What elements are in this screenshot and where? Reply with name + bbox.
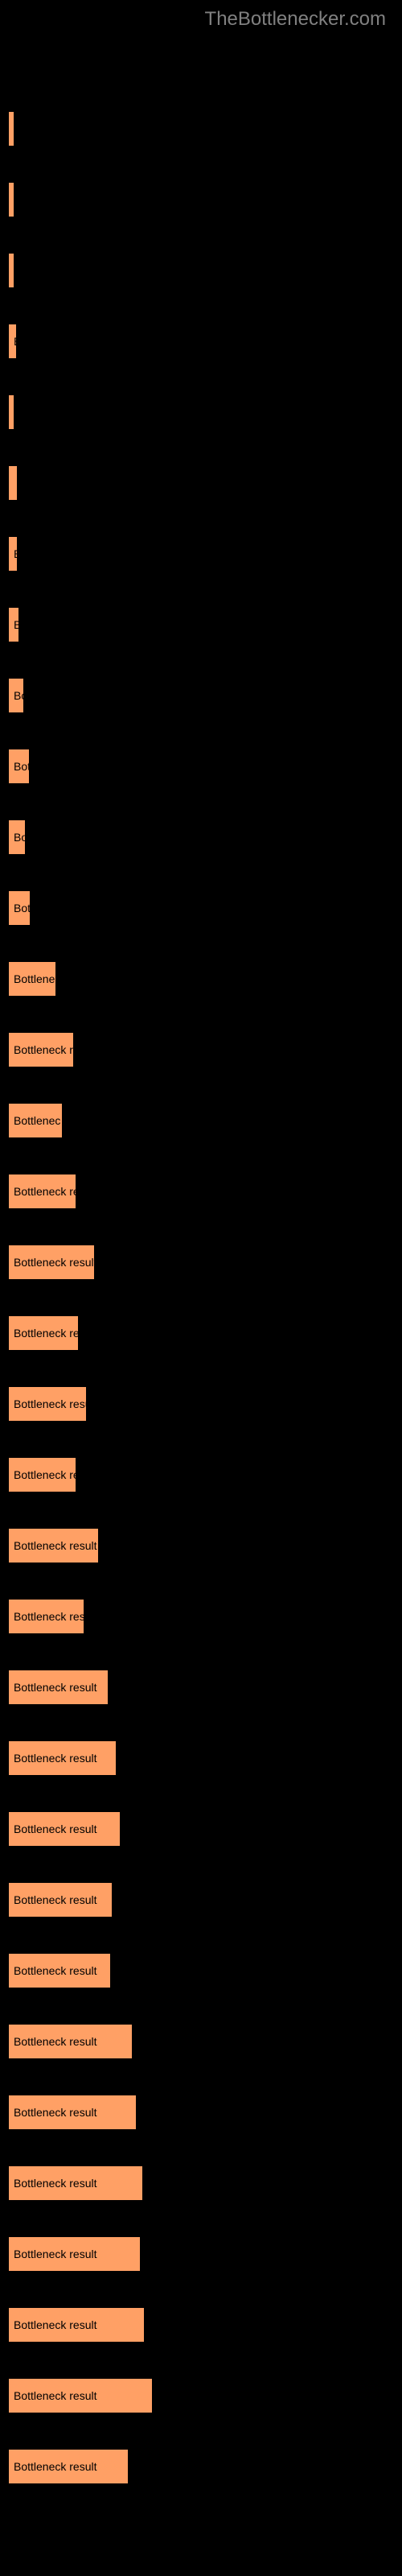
bar-label: Bot xyxy=(14,760,30,773)
bar-label: Bottleneck resul xyxy=(14,1397,87,1410)
bar-label: Bottlenec xyxy=(14,1114,60,1127)
bar-row: B xyxy=(8,536,394,572)
bar-label: B xyxy=(14,335,17,348)
bar-label: Bottleneck result xyxy=(14,1681,97,1694)
bar-label: Bottleneck result xyxy=(14,2248,97,2260)
bar-label: Bottleneck result xyxy=(14,1752,97,1765)
bar-label: Bottleneck re xyxy=(14,1043,74,1056)
bar-label: Bottlene xyxy=(14,972,55,985)
bar-row: Bottleneck result xyxy=(8,1953,394,1988)
chart-bar: Bott xyxy=(8,890,31,926)
bar-row: Bottleneck result xyxy=(8,2236,394,2272)
bar-row: Bottleneck resul xyxy=(8,1386,394,1422)
chart-bar: Bottleneck result xyxy=(8,1528,99,1563)
chart-bar: Bottleneck res xyxy=(8,1174,76,1209)
chart-bar: Bottleneck result xyxy=(8,1245,95,1280)
chart-bar: Bottleneck result xyxy=(8,1740,117,1776)
bar-row: Bottleneck result xyxy=(8,2378,394,2413)
chart-bar: Bottleneck resu xyxy=(8,1599,84,1634)
chart-bar: B xyxy=(8,536,18,572)
chart-bar: Bo xyxy=(8,678,24,713)
bar-row: Bottlenec xyxy=(8,1103,394,1138)
bar-row: Bottleneck result xyxy=(8,2095,394,2130)
chart-bar xyxy=(8,465,18,501)
bar-row: Bot xyxy=(8,749,394,784)
bar-row: Bottleneck result xyxy=(8,1882,394,1918)
chart-bar xyxy=(8,182,14,217)
bar-label: Bottleneck result xyxy=(14,1823,97,1835)
bar-label: B xyxy=(14,618,19,631)
bar-label: Bo xyxy=(14,831,26,844)
bar-row: Bottleneck resu xyxy=(8,1599,394,1634)
bar-row: Bottleneck result xyxy=(8,2165,394,2201)
bar-label: Bottleneck result xyxy=(14,1539,97,1552)
chart-bar: Bottleneck result xyxy=(8,2449,129,2484)
bar-row: Bottleneck re xyxy=(8,1457,394,1492)
bar-row: Bott xyxy=(8,890,394,926)
chart-bar: Bottleneck result xyxy=(8,2024,133,2059)
chart-bar: Bottleneck result xyxy=(8,2378,153,2413)
bar-row: Bottleneck result xyxy=(8,1740,394,1776)
watermark-text: TheBottlenecker.com xyxy=(0,0,402,31)
chart-bar: Bottleneck result xyxy=(8,2307,145,2343)
chart-bar: B xyxy=(8,324,17,359)
bar-row: Bottleneck result xyxy=(8,2024,394,2059)
bar-row xyxy=(8,394,394,430)
bar-row: Bottleneck result xyxy=(8,1245,394,1280)
bar-row: Bottleneck res xyxy=(8,1315,394,1351)
bar-row xyxy=(8,182,394,217)
bar-label: Bottleneck result xyxy=(14,2177,97,2190)
bar-row: Bottleneck result xyxy=(8,1670,394,1705)
bar-label: Bottleneck res xyxy=(14,1185,76,1198)
bar-row: Bo xyxy=(8,819,394,855)
bar-label: Bottleneck result xyxy=(14,2318,97,2331)
bar-label: Bottleneck result xyxy=(14,2460,97,2473)
chart-bar: Bottleneck result xyxy=(8,2165,143,2201)
bar-row: Bo xyxy=(8,678,394,713)
chart-bar: Bottleneck re xyxy=(8,1032,74,1067)
bar-label: Bo xyxy=(14,689,24,702)
bar-row xyxy=(8,111,394,147)
chart-bar: Bottleneck result xyxy=(8,2236,141,2272)
chart-bar: Bottleneck resul xyxy=(8,1386,87,1422)
bar-label: Bottleneck resu xyxy=(14,1610,84,1623)
bar-row: Bottleneck result xyxy=(8,2307,394,2343)
chart-bar: Bottleneck re xyxy=(8,1457,76,1492)
bar-label: Bottleneck result xyxy=(14,1893,97,1906)
bar-label: B xyxy=(14,547,18,560)
bar-chart: B B B Bo Bot Bo Bott Bottlene Bottleneck re Bottl… xyxy=(0,31,402,2536)
chart-bar: Bottlene xyxy=(8,961,56,997)
bar-row: B xyxy=(8,607,394,642)
bar-label: Bottleneck result xyxy=(14,2106,97,2119)
chart-bar xyxy=(8,253,14,288)
chart-bar: Bo xyxy=(8,819,26,855)
bar-row: Bottleneck result xyxy=(8,2449,394,2484)
bar-row: Bottleneck result xyxy=(8,1528,394,1563)
bar-label: Bottleneck re xyxy=(14,1468,76,1481)
chart-bar: Bottleneck result xyxy=(8,1953,111,1988)
bar-label: Bottleneck result xyxy=(14,1256,95,1269)
bar-label: Bottleneck result xyxy=(14,2035,97,2048)
bar-label: Bottleneck result xyxy=(14,1964,97,1977)
bar-label: Bott xyxy=(14,902,31,914)
bar-row xyxy=(8,253,394,288)
bar-row: Bottleneck re xyxy=(8,1032,394,1067)
chart-bar xyxy=(8,394,14,430)
bar-row: B xyxy=(8,324,394,359)
chart-bar: Bottleneck result xyxy=(8,2095,137,2130)
bar-row: Bottleneck result xyxy=(8,1811,394,1847)
chart-bar: Bottleneck result xyxy=(8,1670,109,1705)
chart-bar: Bottleneck res xyxy=(8,1315,79,1351)
chart-bar: Bot xyxy=(8,749,30,784)
chart-bar xyxy=(8,111,14,147)
chart-bar: Bottleneck result xyxy=(8,1882,113,1918)
bar-label: Bottleneck result xyxy=(14,2389,97,2402)
bar-row: Bottlene xyxy=(8,961,394,997)
bar-row xyxy=(8,465,394,501)
chart-bar: Bottlenec xyxy=(8,1103,63,1138)
bar-row: Bottleneck res xyxy=(8,1174,394,1209)
chart-bar: B xyxy=(8,607,19,642)
chart-bar: Bottleneck result xyxy=(8,1811,121,1847)
bar-label: Bottleneck res xyxy=(14,1327,79,1340)
